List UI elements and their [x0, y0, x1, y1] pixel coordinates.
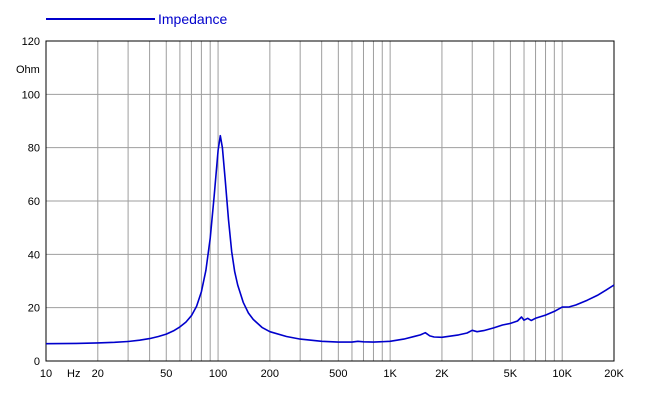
chart-legend: Impedance	[46, 11, 227, 27]
y-tick-label: 120	[22, 36, 40, 48]
x-tick-label: 10	[40, 368, 52, 380]
x-tick-label: 50	[160, 368, 172, 380]
y-tick-label: 0	[34, 356, 40, 368]
legend-label-impedance: Impedance	[158, 11, 227, 27]
series-line-impedance	[45, 134, 615, 345]
x-axis: 10 20 50 100 200 500 1K 2K 5K 10K 20K	[40, 368, 625, 380]
y-tick-label: 40	[28, 249, 40, 261]
y-tick-label: 100	[22, 89, 40, 101]
x-tick-label: 2K	[435, 368, 449, 380]
x-tick-label: 5K	[504, 368, 518, 380]
y-axis-unit-label: Ohm	[16, 64, 40, 76]
plot-area	[45, 40, 615, 362]
series-layer	[45, 134, 615, 345]
x-tick-label: 20	[92, 368, 104, 380]
x-tick-label: 1K	[383, 368, 397, 380]
x-tick-label: 10K	[552, 368, 572, 380]
x-tick-label: 20K	[604, 368, 624, 380]
x-tick-label: 200	[261, 368, 279, 380]
y-tick-label: 80	[28, 143, 40, 155]
y-tick-label: 60	[28, 196, 40, 208]
x-tick-label: 100	[209, 368, 227, 380]
x-axis-unit-label: Hz	[67, 368, 80, 380]
grid-lines	[46, 41, 614, 361]
y-axis: 0 20 40 60 80 100 120	[22, 36, 40, 368]
x-tick-label: 500	[329, 368, 347, 380]
y-tick-label: 20	[28, 303, 40, 315]
